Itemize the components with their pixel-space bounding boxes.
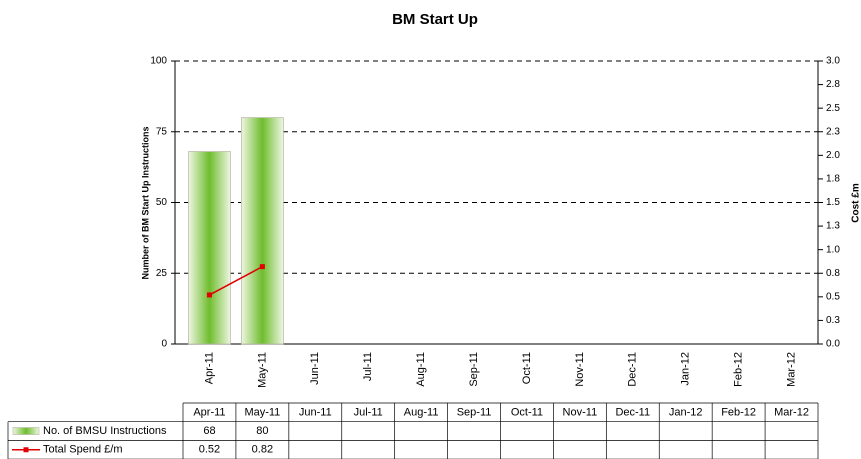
x-tick-label: Jun-11 [309, 352, 321, 385]
y2-axis-label: Cost £m [851, 183, 861, 223]
y-tick-label: 25 [156, 268, 168, 279]
y2-tick-label: 2.8 [826, 79, 840, 90]
y2-tick-label: 2.5 [826, 103, 840, 114]
x-tick-label: Aug-11 [415, 352, 427, 387]
y2-tick-label: 0.5 [826, 291, 840, 302]
y-tick-label: 50 [156, 197, 168, 208]
y2-tick-label: 1.0 [826, 244, 840, 255]
table-header: Oct-11 [511, 406, 543, 418]
y-axis-label: Number of BM Start Up Instructions [140, 126, 150, 279]
table-header: May-11 [244, 406, 280, 418]
table-header: Dec-11 [615, 406, 650, 418]
x-tick-label: Feb-12 [733, 352, 745, 387]
table-value: 68 [203, 425, 215, 437]
table-header: Jul-11 [354, 406, 383, 418]
line-marker [259, 264, 265, 270]
x-tick-label: Jan-12 [680, 352, 692, 386]
bar [241, 117, 284, 345]
y2-tick-label: 1.3 [826, 221, 840, 232]
legend-swatch [12, 427, 40, 435]
x-tick-label: Oct-11 [521, 352, 533, 384]
x-tick-label: Dec-11 [627, 352, 639, 387]
line-marker [206, 292, 212, 298]
x-tick-label: May-11 [256, 352, 268, 388]
table-value: 0.82 [252, 444, 273, 456]
x-tick-label: Sep-11 [468, 352, 480, 387]
x-tick-label: Jul-11 [362, 352, 374, 381]
table-header: Apr-11 [193, 406, 225, 418]
y2-tick-label: 0.8 [826, 268, 840, 279]
y2-tick-label: 2.3 [826, 126, 840, 137]
y2-tick-label: 2.0 [826, 150, 840, 161]
table-header: Mar-12 [774, 406, 809, 418]
y2-tick-label: 0.0 [826, 339, 840, 350]
table-value: 80 [256, 425, 268, 437]
y2-tick-label: 1.8 [826, 174, 840, 185]
chart-title: BM Start Up [392, 11, 478, 28]
y-tick-label: 100 [150, 56, 167, 67]
table-header: Sep-11 [457, 406, 492, 418]
legend-label: Total Spend £/m [43, 444, 123, 456]
legend-marker [23, 447, 29, 453]
table-header: Aug-11 [404, 406, 439, 418]
y2-tick-label: 3.0 [826, 56, 840, 67]
table-header: Jan-12 [669, 406, 703, 418]
table-header: Feb-12 [721, 406, 756, 418]
bar [188, 151, 231, 345]
y-tick-label: 75 [156, 126, 168, 137]
y2-tick-label: 1.5 [826, 197, 840, 208]
x-tick-label: Mar-12 [785, 352, 797, 387]
y-tick-label: 0 [161, 339, 167, 350]
y2-tick-label: 0.3 [826, 315, 840, 326]
x-tick-label: Nov-11 [574, 352, 586, 387]
legend-label: No. of BMSU Instructions [43, 425, 167, 437]
table-header: Jun-11 [299, 406, 332, 418]
x-tick-label: Apr-11 [203, 352, 215, 384]
table-header: Nov-11 [563, 406, 598, 418]
table-value: 0.52 [199, 444, 220, 456]
line [209, 265, 263, 296]
